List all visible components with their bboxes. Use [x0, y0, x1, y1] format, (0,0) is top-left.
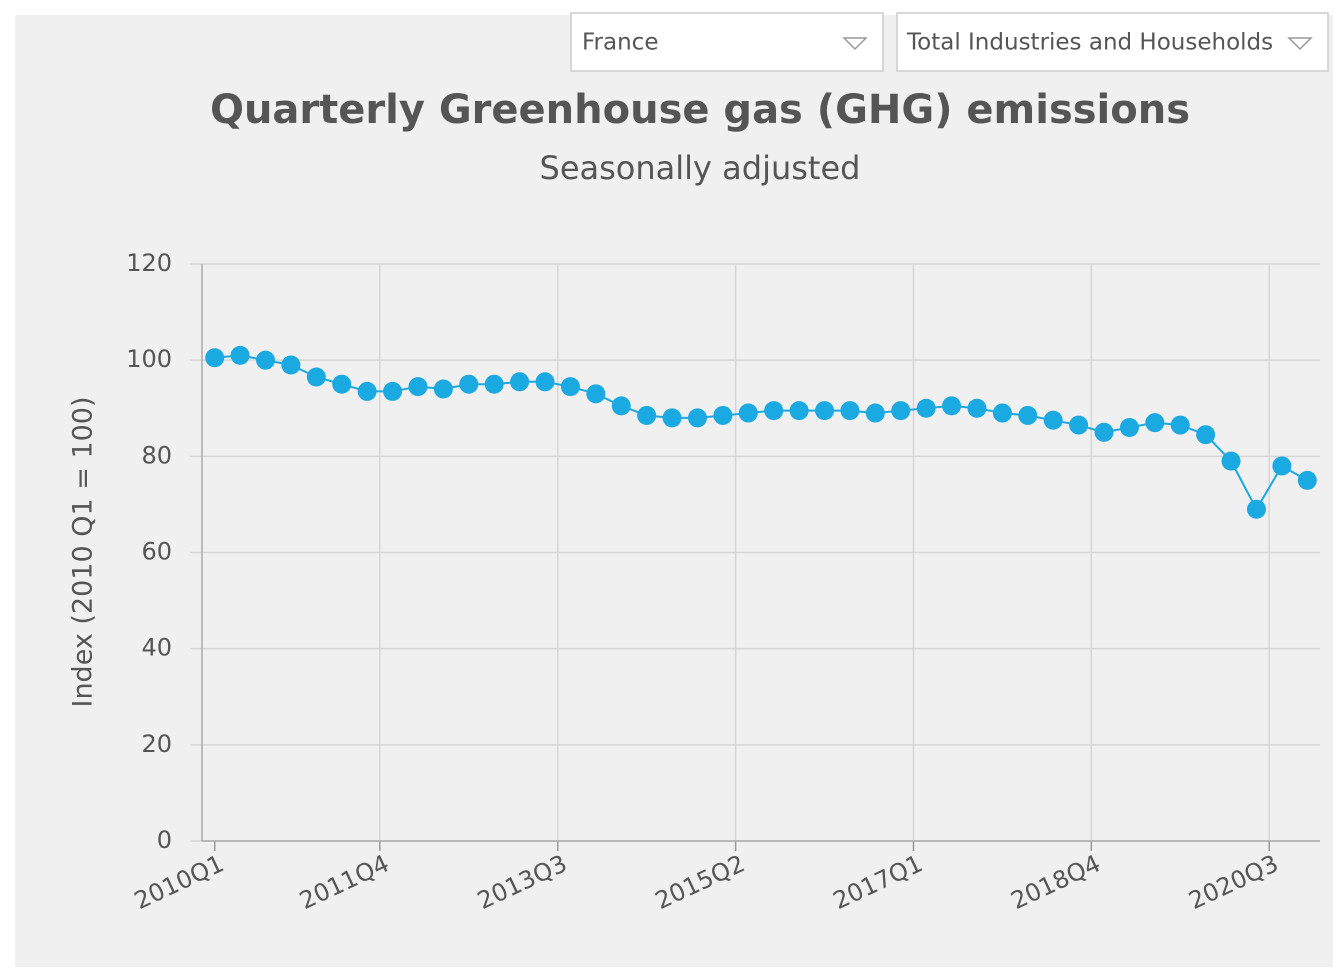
- point: [1119, 417, 1139, 437]
- chart-subtitle: Seasonally adjusted: [540, 149, 861, 187]
- point: [916, 398, 936, 418]
- point: [1196, 425, 1216, 445]
- point: [408, 377, 428, 397]
- point: [891, 401, 911, 421]
- point: [1018, 405, 1038, 425]
- point: [306, 367, 326, 387]
- point: [687, 408, 707, 428]
- dropdown[interactable]: France: [570, 12, 884, 72]
- y-tick-label: 60: [141, 538, 172, 566]
- point: [764, 401, 784, 421]
- point: [1221, 451, 1241, 471]
- dropdown-arrow: [1287, 37, 1313, 51]
- point: [332, 374, 352, 394]
- dropdown-text[interactable]: France: [582, 30, 658, 56]
- point: [205, 348, 225, 368]
- point: [738, 403, 758, 423]
- point: [840, 401, 860, 421]
- point: [535, 372, 555, 392]
- y-tick-label: 40: [141, 634, 172, 662]
- point: [510, 372, 530, 392]
- dropdown-box[interactable]: [570, 12, 884, 72]
- point: [967, 398, 987, 418]
- point: [1145, 413, 1165, 433]
- point: [992, 403, 1012, 423]
- panel: [15, 15, 1333, 967]
- dropdown-box[interactable]: [896, 12, 1329, 72]
- point: [865, 403, 885, 423]
- y-tick-label: 100: [126, 345, 172, 373]
- point: [383, 381, 403, 401]
- point: [484, 374, 504, 394]
- point: [942, 396, 962, 416]
- point: [459, 374, 479, 394]
- point: [637, 405, 657, 425]
- y-axis-label: Index (2010 Q1 = 100): [68, 396, 99, 707]
- point: [1272, 456, 1292, 476]
- point: [433, 379, 453, 399]
- y-tick-label: 80: [141, 441, 172, 469]
- point: [1043, 410, 1063, 430]
- point: [662, 408, 682, 428]
- point: [1170, 415, 1190, 435]
- point: [560, 377, 580, 397]
- point: [586, 384, 606, 404]
- point: [230, 345, 250, 365]
- point: [1246, 499, 1266, 519]
- y-tick-label: 0: [157, 826, 172, 854]
- y-tick-label: 20: [141, 730, 172, 758]
- dropdown[interactable]: Total Industries and Households: [896, 12, 1329, 72]
- chart-title: Quarterly Greenhouse gas (GHG) emissions: [210, 87, 1190, 133]
- dropdown-text[interactable]: Total Industries and Households: [906, 30, 1273, 56]
- point: [611, 396, 631, 416]
- y-tick-label: 120: [126, 249, 172, 277]
- point: [256, 350, 276, 370]
- point: [789, 401, 809, 421]
- point: [713, 405, 733, 425]
- point: [357, 381, 377, 401]
- point: [1094, 422, 1114, 442]
- point: [1069, 415, 1089, 435]
- point: [815, 401, 835, 421]
- point: [281, 355, 301, 375]
- point: [1297, 470, 1317, 490]
- dropdown-arrow: [842, 37, 868, 51]
